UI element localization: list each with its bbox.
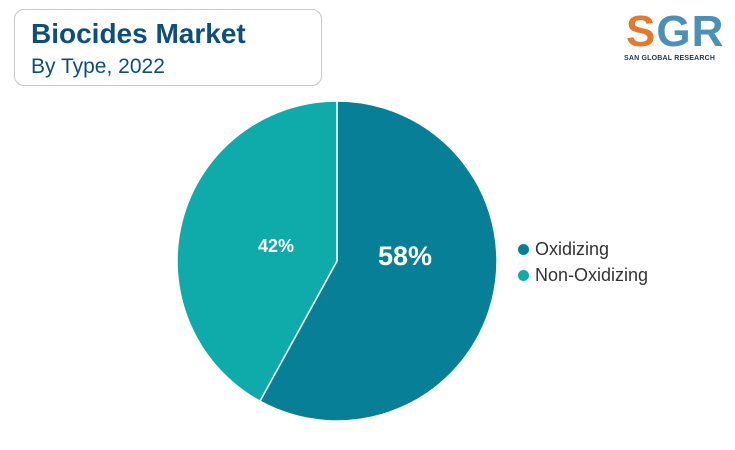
legend-label-oxidizing: Oxidizing xyxy=(535,238,610,259)
logo-tagline: SAN GLOBAL RESEARCH xyxy=(624,55,716,62)
sgr-logo: SGR SAN GLOBAL RESEARCH xyxy=(624,10,726,66)
legend-swatch-non-oxidizing xyxy=(518,269,529,281)
logo-mark: SGR xyxy=(626,7,725,56)
pie-slice-non-oxidizing xyxy=(176,100,338,403)
chart-subtitle: By Type, 2022 xyxy=(31,55,165,78)
legend-label-non-oxidizing: Non-Oxidizing xyxy=(535,264,649,285)
legend-swatch-oxidizing xyxy=(518,243,529,255)
title-box: Biocides Market By Type, 2022 xyxy=(14,9,322,86)
data-label-oxidizing: 58% xyxy=(378,241,432,271)
chart-title: Biocides Market xyxy=(31,18,246,49)
legend-item-non-oxidizing: Non-Oxidizing xyxy=(518,262,648,288)
pie-slice-oxidizing xyxy=(258,100,498,422)
legend: Oxidizing Non-Oxidizing xyxy=(518,236,648,288)
data-label-non-oxidizing: 42% xyxy=(258,236,294,256)
legend-item-oxidizing: Oxidizing xyxy=(518,236,648,262)
